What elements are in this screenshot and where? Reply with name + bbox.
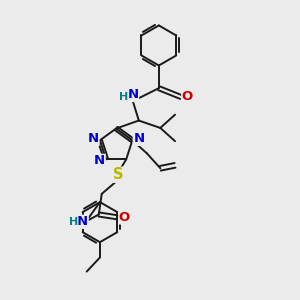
- Text: N: N: [88, 132, 99, 145]
- Text: O: O: [119, 211, 130, 224]
- Text: S: S: [113, 167, 123, 182]
- Text: H: H: [69, 217, 78, 227]
- Text: N: N: [77, 215, 88, 228]
- Text: H: H: [119, 92, 128, 102]
- Text: N: N: [94, 154, 105, 167]
- Text: N: N: [128, 88, 139, 101]
- Text: N: N: [133, 132, 144, 145]
- Text: O: O: [182, 91, 193, 103]
